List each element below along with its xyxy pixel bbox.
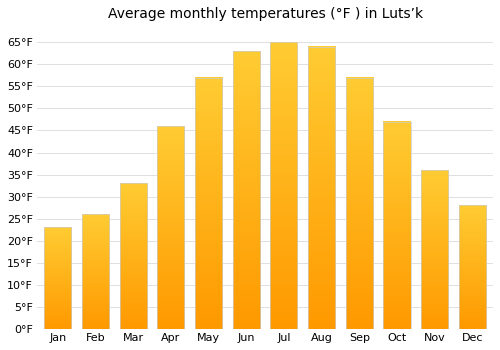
Title: Average monthly temperatures (°F ) in Lutsʼk: Average monthly temperatures (°F ) in Lu…: [108, 7, 422, 21]
